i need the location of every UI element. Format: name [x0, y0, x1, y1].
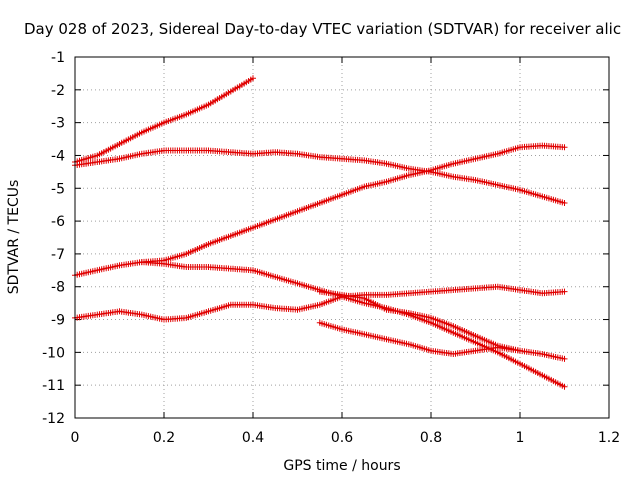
y-tick-label: -12: [42, 411, 65, 427]
series-satellite-a: [72, 75, 256, 165]
x-tick-label: 0: [71, 430, 80, 446]
y-tick-label: -9: [51, 313, 65, 329]
series-satellite-d: [138, 259, 568, 390]
series-line: [74, 145, 565, 276]
series-satellite-b: [72, 147, 568, 206]
x-tick-label: 1: [516, 430, 525, 446]
y-tick-label: -5: [51, 181, 65, 197]
y-tick-label: -6: [51, 214, 65, 230]
y-axis-label: SDTVAR / TECUs: [6, 180, 22, 295]
data-point: [561, 355, 568, 362]
data-point: [561, 144, 568, 151]
series-line: [141, 261, 565, 388]
y-tick-label: -3: [51, 116, 65, 132]
series-satellite-c: [72, 142, 568, 279]
y-tick-label: -2: [51, 83, 65, 99]
y-tick-label: -11: [42, 378, 65, 394]
chart-title: Day 028 of 2023, Sidereal Day-to-day VTE…: [24, 20, 621, 38]
plot-frame: [74, 56, 610, 419]
data-point: [561, 200, 568, 206]
axis-ticks: 0 0.2 0.4 0.6 0.8 1 1.2 -1 -2 -3 -4 -5 -6 -7 -8 -9 -10 -1…: [42, 50, 620, 446]
series-satellite-g: [316, 288, 523, 354]
x-axis-label: GPS time / hours: [283, 458, 400, 474]
data-point: [561, 383, 568, 390]
grid-lines: [75, 57, 609, 418]
data-point: [517, 347, 523, 354]
x-tick-label: 0.6: [331, 430, 353, 446]
y-tick-label: -1: [51, 50, 65, 66]
x-tick-label: 0.8: [420, 430, 442, 446]
y-tick-label: -4: [51, 148, 65, 164]
series-satellite-e: [72, 283, 568, 323]
x-tick-label: 1.2: [598, 430, 620, 446]
data-point: [250, 75, 256, 82]
y-tick-label: -8: [51, 280, 65, 296]
data-point: [561, 288, 568, 295]
data-series: [72, 75, 568, 390]
y-tick-label: -7: [51, 247, 65, 263]
x-tick-label: 0.2: [153, 430, 175, 446]
x-tick-label: 0.4: [242, 430, 264, 446]
y-tick-label: -10: [42, 345, 65, 361]
